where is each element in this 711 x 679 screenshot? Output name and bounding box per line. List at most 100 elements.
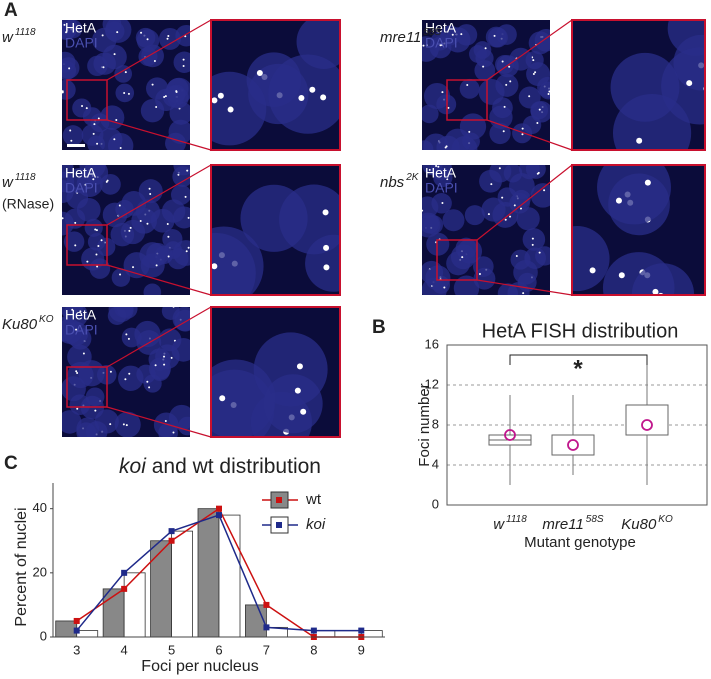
- focus: [146, 380, 149, 383]
- mean: [641, 419, 653, 431]
- focus: [148, 187, 151, 190]
- legend-label: wt: [305, 491, 322, 508]
- focus: [92, 178, 95, 181]
- roi-box: [66, 79, 108, 121]
- focus: [536, 122, 539, 125]
- micrograph-content: [564, 165, 695, 295]
- focus: [618, 272, 625, 279]
- focus: [522, 292, 525, 295]
- nucleus: [263, 374, 323, 434]
- focus: [115, 119, 118, 122]
- focus: [490, 183, 493, 186]
- focus: [127, 337, 130, 340]
- focus: [211, 263, 218, 270]
- focus: [122, 423, 125, 426]
- focus: [501, 196, 504, 199]
- bar: [171, 530, 193, 638]
- genotype-sup: KO: [658, 514, 673, 525]
- focus: [163, 355, 166, 358]
- focus: [109, 423, 112, 426]
- focus: [509, 215, 512, 218]
- point: [121, 569, 128, 576]
- nucleus: [431, 275, 451, 294]
- focus: [615, 197, 622, 204]
- focus: [164, 95, 167, 98]
- chart-title: HetA FISH distribution: [482, 320, 679, 342]
- nucleus: [535, 246, 550, 266]
- mean: [567, 439, 579, 451]
- zoom-frame: [210, 19, 341, 151]
- focus: [484, 47, 487, 50]
- focus: [422, 209, 424, 212]
- focus: [187, 216, 190, 219]
- focus: [437, 165, 440, 168]
- focus: [219, 395, 226, 402]
- legend-label: koi: [306, 516, 326, 533]
- channel-label: DAPI: [425, 35, 458, 51]
- nucleus: [451, 136, 478, 150]
- nucleus: [62, 79, 76, 100]
- focus: [155, 264, 158, 267]
- nucleus: [99, 105, 125, 130]
- nucleus: [495, 54, 515, 74]
- focus: [65, 31, 68, 34]
- focus: [59, 190, 61, 192]
- nucleus: [105, 21, 125, 41]
- focus: [128, 229, 131, 232]
- focus: [166, 37, 169, 40]
- focus: [441, 202, 444, 205]
- focus: [96, 265, 99, 268]
- nucleus: [516, 207, 540, 231]
- genotype-sup: 2K: [405, 172, 420, 183]
- focus: [505, 83, 508, 86]
- focus: [520, 207, 523, 210]
- micrograph-content: [62, 307, 190, 437]
- genotype-label: Ku80 KO: [2, 314, 54, 333]
- focus: [124, 71, 127, 74]
- focus: [74, 244, 77, 247]
- panel-label: C: [4, 453, 18, 474]
- chart-title: koi and wt distribution: [119, 455, 321, 478]
- nucleus: [492, 97, 513, 119]
- focus: [97, 117, 100, 120]
- focus: [129, 226, 132, 229]
- channel-label: HetA: [65, 165, 97, 181]
- roi-link: [106, 19, 212, 81]
- nucleus: [162, 228, 183, 250]
- nucleus: [429, 36, 452, 59]
- micrograph-content: [422, 165, 550, 295]
- roi-link: [486, 119, 573, 151]
- focus: [538, 251, 541, 254]
- nucleus: [631, 263, 695, 295]
- mean: [504, 429, 516, 441]
- nucleus: [155, 88, 178, 112]
- nucleus: [174, 309, 190, 332]
- focus: [211, 97, 218, 104]
- point: [73, 617, 80, 624]
- genotype-label: w 1118: [2, 172, 36, 191]
- focus: [298, 95, 305, 102]
- focus: [460, 33, 463, 36]
- focus: [95, 229, 98, 232]
- y-tick-label: 4: [432, 456, 439, 471]
- y-tick-label: 0: [40, 628, 47, 643]
- focus: [564, 252, 570, 258]
- focus: [96, 142, 99, 145]
- focus: [56, 223, 58, 225]
- focus: [509, 80, 512, 83]
- y-axis-label: Foci number: [416, 383, 433, 466]
- nucleus: [131, 207, 157, 234]
- focus: [163, 96, 166, 99]
- focus: [502, 130, 505, 133]
- y-tick-label: 8: [432, 416, 439, 431]
- significance-bracket: [509, 354, 648, 365]
- focus: [146, 38, 149, 41]
- nucleus: [422, 214, 440, 234]
- focus: [119, 146, 122, 149]
- nucleus: [76, 197, 101, 222]
- nucleus: [135, 27, 156, 48]
- point: [168, 537, 175, 544]
- nucleus: [138, 179, 163, 204]
- focus: [95, 253, 98, 256]
- nucleus: [115, 199, 134, 219]
